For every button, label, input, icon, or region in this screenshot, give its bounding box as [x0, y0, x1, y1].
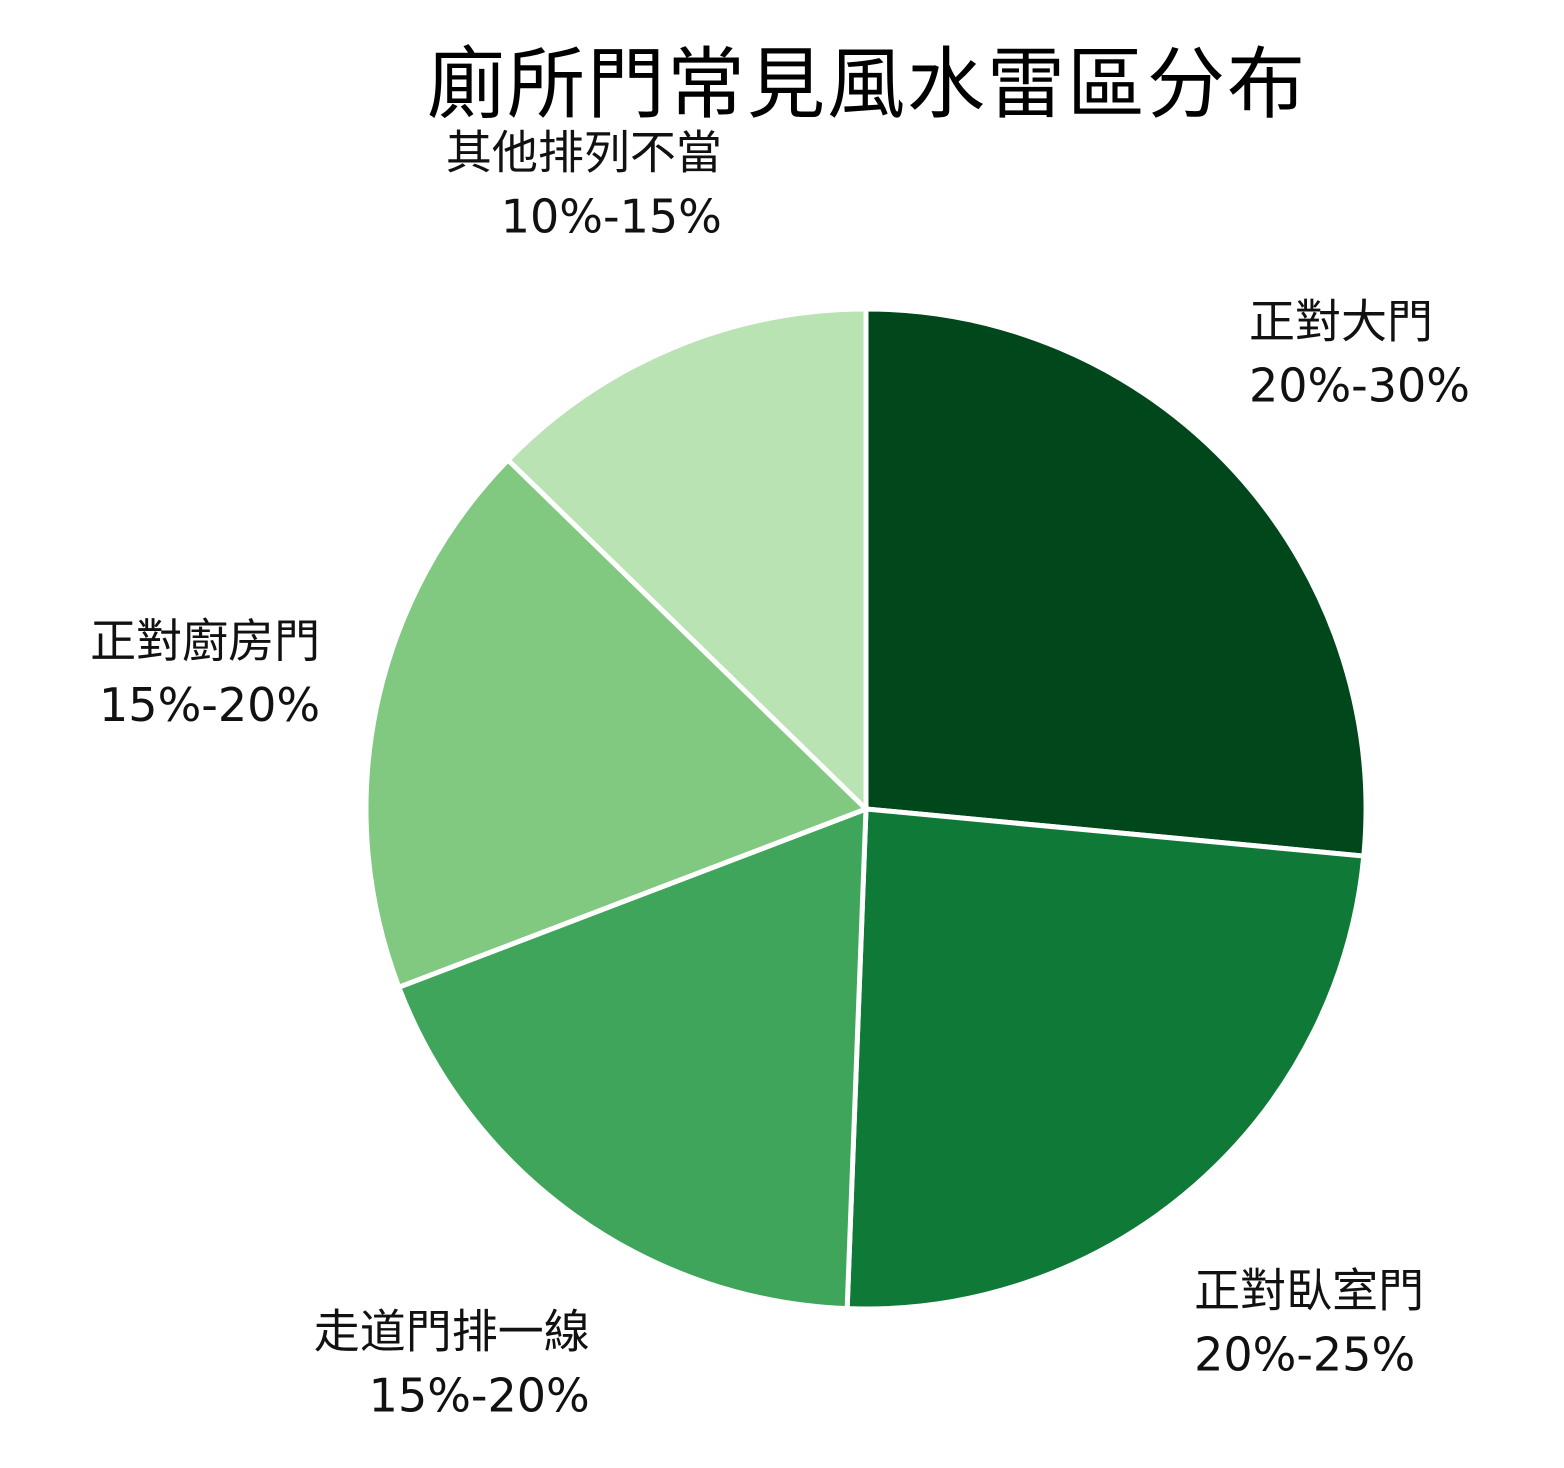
slice-label-name: 正對臥室門 [1194, 1263, 1424, 1317]
pie-slice [363, 457, 869, 990]
slice-label-name: 走道門排一線 [314, 1305, 590, 1359]
slice-label: 走道門排一線 15%-20% [314, 1305, 590, 1423]
slice-label-name: 正對大門 [1249, 294, 1433, 348]
pie-slices [363, 306, 1369, 1312]
slice-label-range: 15%-20% [99, 678, 320, 732]
slice-label-range: 20%-30% [1249, 358, 1470, 412]
slice-label-name: 其他排列不當 [446, 125, 722, 179]
slice-label: 正對大門 20%-30% [1249, 294, 1470, 412]
pie-slice [863, 306, 1369, 859]
slice-label: 正對臥室門 20%-25% [1194, 1263, 1424, 1381]
chart-title: 廁所門常見風水雷區分布 [426, 40, 1307, 130]
pie-slice [505, 306, 869, 812]
pie-slice [396, 806, 869, 1312]
slice-label: 正對廚房門 15%-20% [90, 614, 320, 732]
slice-label: 其他排列不當 10%-15% [446, 125, 722, 243]
slice-label-name: 正對廚房門 [90, 614, 320, 668]
slice-label-range: 10%-15% [501, 189, 722, 243]
pie-slice [844, 806, 1367, 1312]
pie-labels: 正對大門 20%-30%正對臥室門 20%-25%走道門排一線 15%-20%正對廚房… [90, 125, 1470, 1422]
slice-label-range: 20%-25% [1194, 1327, 1415, 1381]
slice-label-range: 15%-20% [369, 1369, 590, 1423]
